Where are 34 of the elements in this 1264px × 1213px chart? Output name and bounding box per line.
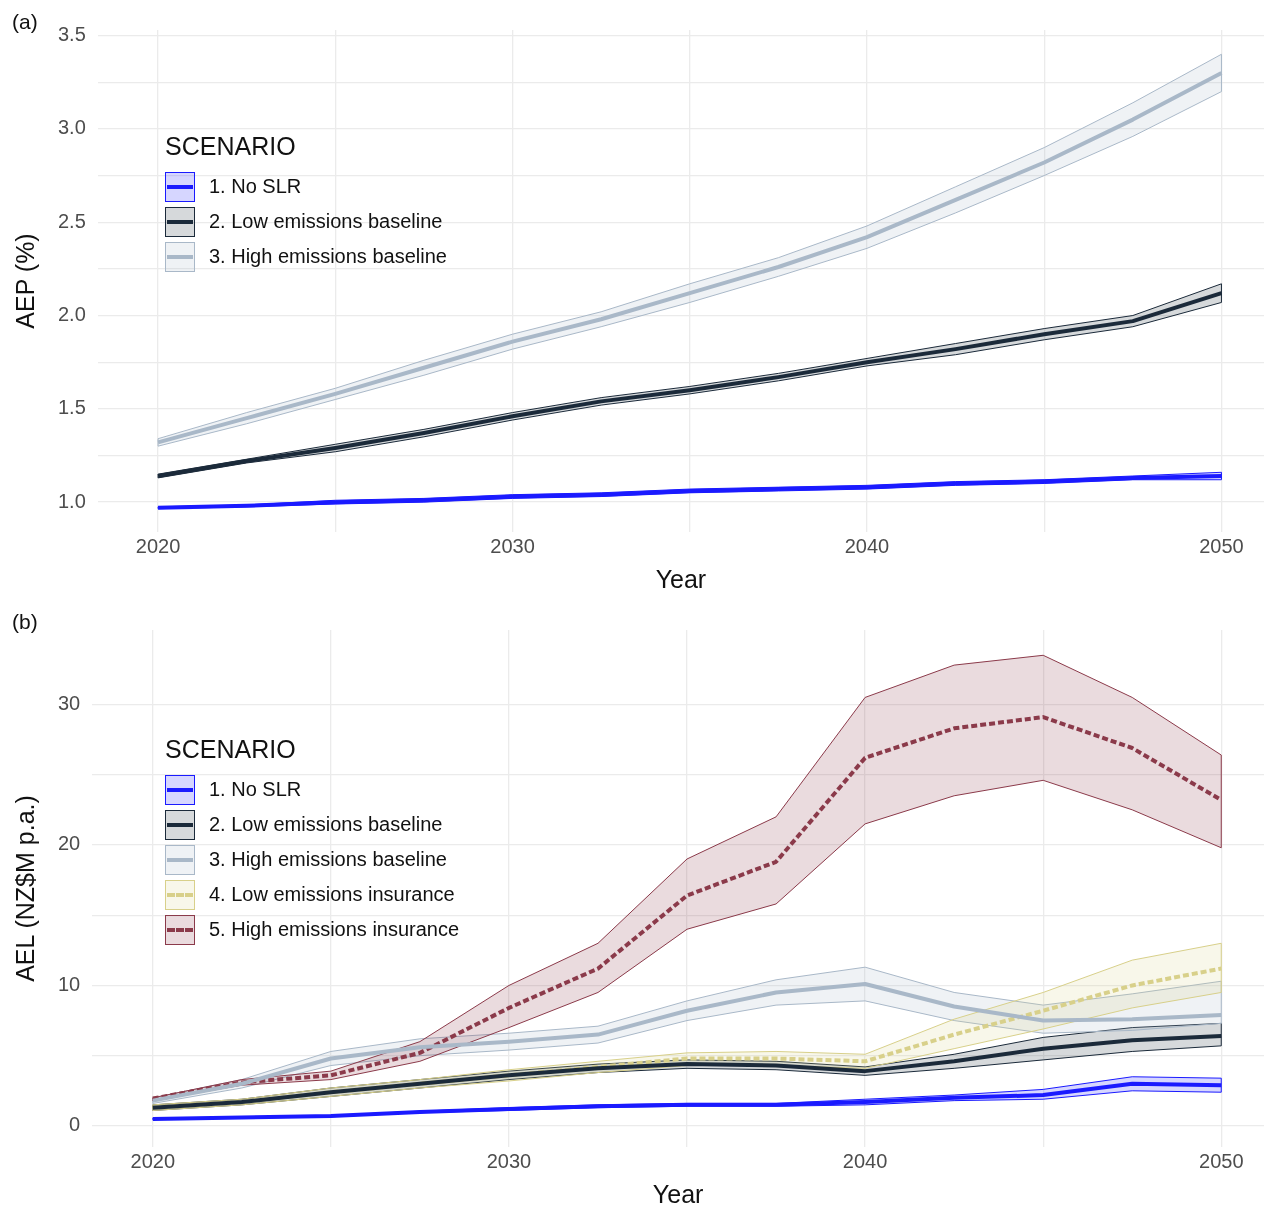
legend-label: 2. Low emissions baseline [209,210,443,233]
y-tick-label: 2.5 [57,209,86,232]
x-tick-label: 2040 [842,1149,888,1172]
x-tick-label: 2040 [844,534,890,557]
x-tick-label: 2030 [486,1149,532,1172]
y-tick-label: 10 [58,972,81,995]
y-tick-label: 3.0 [57,116,86,139]
y-axis-title: AEL (NZ$M p.a.) [10,795,39,982]
y-tick-label: 1.5 [57,396,86,419]
y-tick-label: 2.0 [57,303,86,326]
x-tick-label: 2020 [135,534,181,557]
y-tick-label: 1.0 [57,489,86,512]
y-tick-label: 0 [69,1113,81,1136]
x-tick-label: 2020 [130,1149,176,1172]
y-tick-label: 20 [58,832,81,855]
legend-label: 1. No SLR [209,175,302,198]
x-tick-label: 2050 [1199,534,1244,557]
text: (a) [12,10,38,34]
legend-label: 2. Low emissions baseline [209,813,443,837]
x-tick-label: 2050 [1199,1149,1244,1172]
legend-title: SCENARIO [165,735,297,765]
legend-label: 3. High emissions baseline [209,245,447,268]
x-tick-label: 2030 [490,534,535,557]
x-axis-title: Year [652,1179,704,1208]
text: (b) [12,610,38,634]
legend-label: 3. High emissions baseline [209,848,447,872]
legend-label: 5. High emissions insurance [209,918,460,942]
legend-label: 1. No SLR [209,778,302,802]
x-axis-title: Year [655,564,707,593]
legend-title: SCENARIO [165,132,297,161]
y-tick-label: 3.5 [57,23,86,46]
legend-label: 4. Low emissions insurance [209,883,455,907]
y-tick-label: 30 [58,691,81,714]
y-axis-title: AEP (%) [10,233,39,329]
